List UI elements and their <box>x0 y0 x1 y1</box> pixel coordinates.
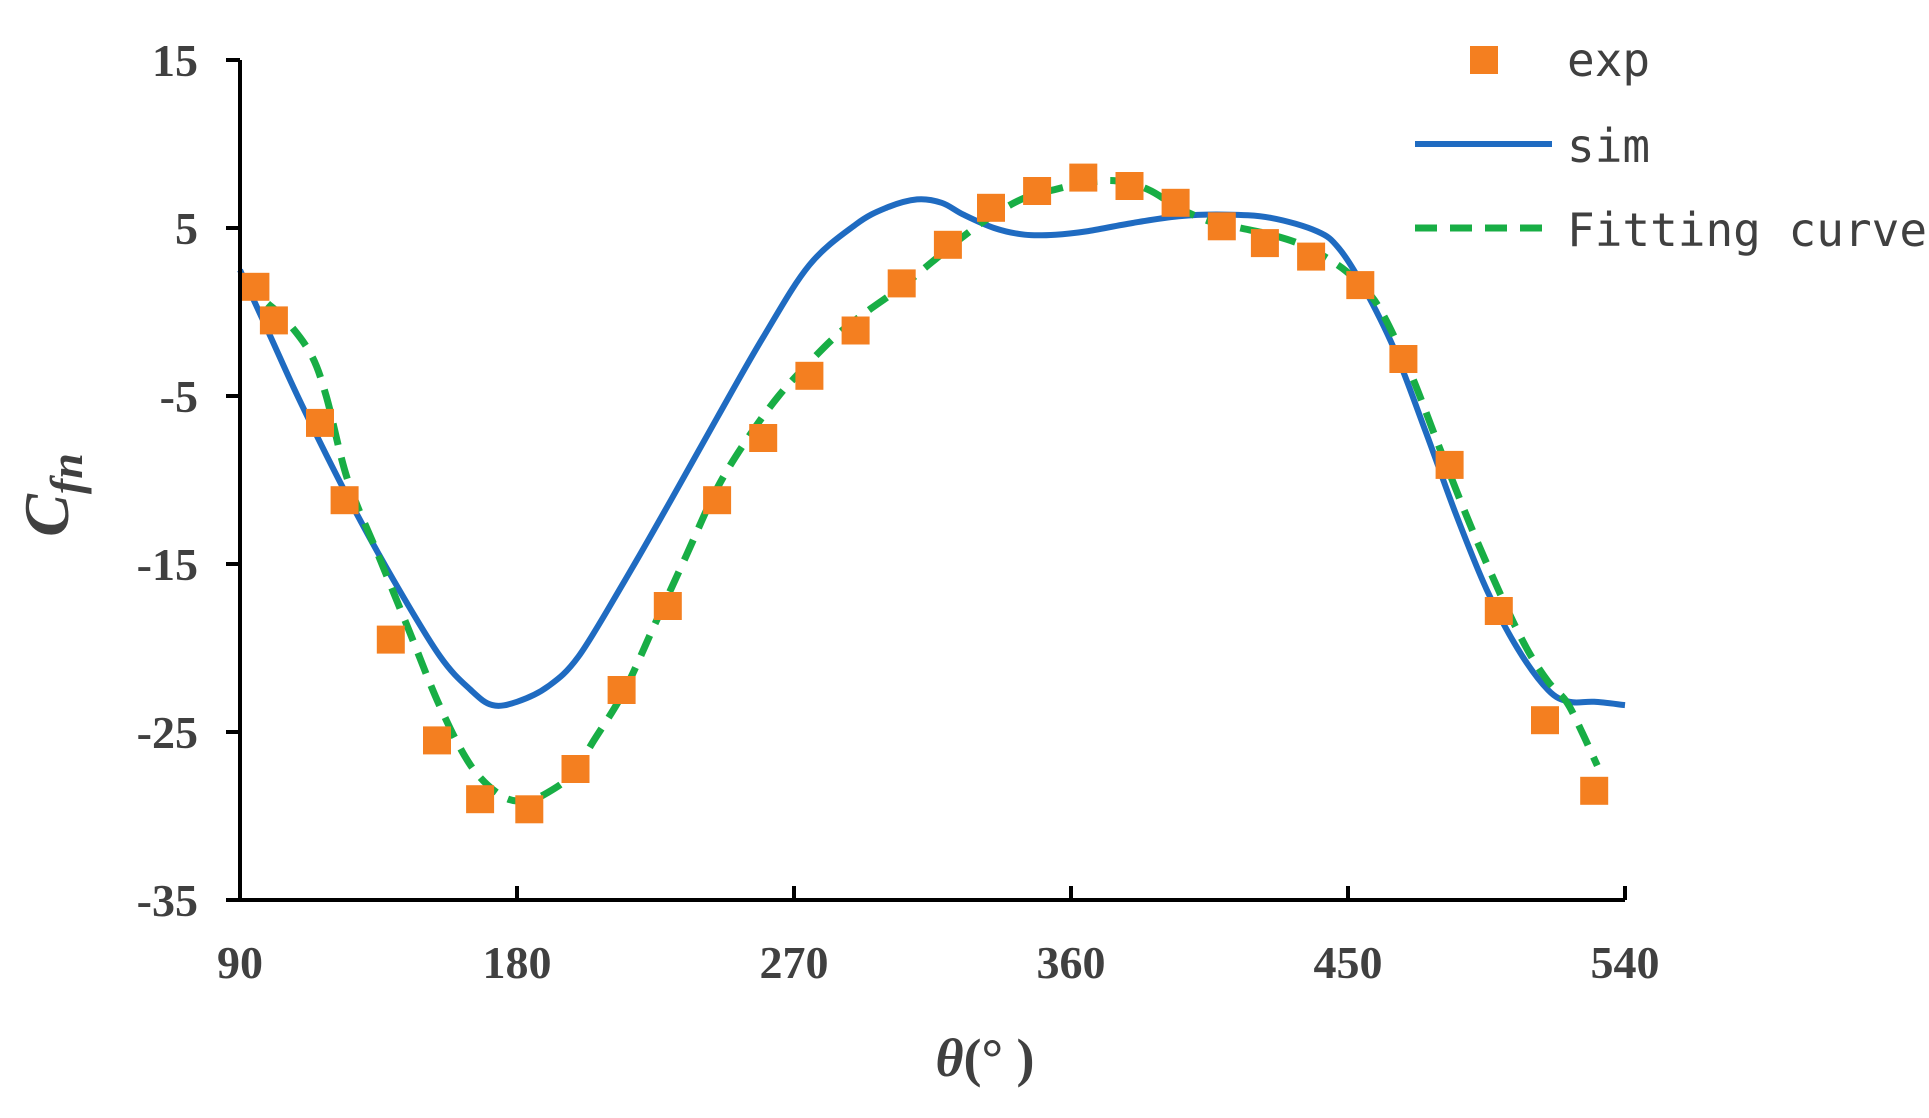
legend: exp sim Fitting curve <box>1415 33 1927 257</box>
exp-data-point <box>749 424 778 452</box>
exp-data-point <box>1435 450 1464 479</box>
exp-data-point <box>330 486 359 515</box>
exp-data-point <box>653 592 682 620</box>
x-axis-title-unit: (° ) <box>963 1028 1034 1088</box>
exp-data-point <box>1161 188 1190 217</box>
exp-data-point <box>376 625 405 654</box>
legend-label-sim: sim <box>1567 119 1650 173</box>
legend-label-exp: exp <box>1567 33 1650 87</box>
x-tick-label: 180 <box>483 937 552 988</box>
y-tick-label: -25 <box>137 707 198 758</box>
series-line-sim <box>237 196 1626 709</box>
x-axis-title: θ(° ) <box>935 1028 1034 1088</box>
exp-data-point <box>466 785 495 814</box>
y-tick-label: -35 <box>137 875 198 926</box>
exp-data-point <box>1389 345 1418 373</box>
x-tick-label: 450 <box>1314 937 1383 988</box>
exp-data-point <box>1484 597 1513 625</box>
exp-data-point <box>241 272 270 301</box>
exp-data-point <box>1297 242 1326 271</box>
y-axis-title-sub: fn <box>41 453 92 494</box>
exp-data-point <box>1250 229 1279 258</box>
x-axis-title-main: θ <box>935 1028 963 1088</box>
y-axis-title: Cfn <box>11 453 92 537</box>
x-tick-label: 360 <box>1037 937 1106 988</box>
exp-data-point <box>703 486 732 515</box>
exp-data-point <box>1069 163 1098 192</box>
exp-data-point <box>607 676 636 704</box>
exp-data-point <box>795 361 824 390</box>
y-tick-label: 15 <box>152 35 198 86</box>
exp-data-point <box>423 726 451 755</box>
y-tick-label: -15 <box>137 539 198 590</box>
exp-data-point <box>1346 271 1375 300</box>
exp-data-point <box>1115 172 1144 200</box>
exp-data-point <box>841 316 870 345</box>
exp-data-point <box>977 193 1005 222</box>
y-tick-label: 5 <box>175 203 198 254</box>
legend-marker-exp <box>1470 46 1498 74</box>
exp-data-point <box>259 306 288 335</box>
exp-data-point <box>515 795 544 824</box>
y-axis-title-main: C <box>11 493 82 537</box>
exp-data-point <box>1580 776 1609 805</box>
y-tick-label: -5 <box>160 371 198 422</box>
exp-data-point <box>887 269 916 298</box>
series-layer <box>237 163 1626 824</box>
exp-data-point <box>306 408 334 437</box>
legend-label-fitting-curve: Fitting curve <box>1567 203 1927 257</box>
x-tick-label: 270 <box>760 937 829 988</box>
axes-layer <box>226 58 1627 902</box>
exp-data-point <box>933 230 962 259</box>
exp-data-point <box>561 755 590 783</box>
exp-data-point <box>1023 177 1052 205</box>
series-line-fitting-curve <box>265 177 1601 805</box>
x-tick-label: 90 <box>217 937 263 988</box>
tick-labels: 15 5 -5 -15 -25 -35 90 180 270 360 450 540 <box>137 35 1660 988</box>
exp-data-point <box>1531 706 1559 735</box>
x-tick-label: 540 <box>1591 937 1660 988</box>
exp-data-point <box>1207 212 1236 241</box>
